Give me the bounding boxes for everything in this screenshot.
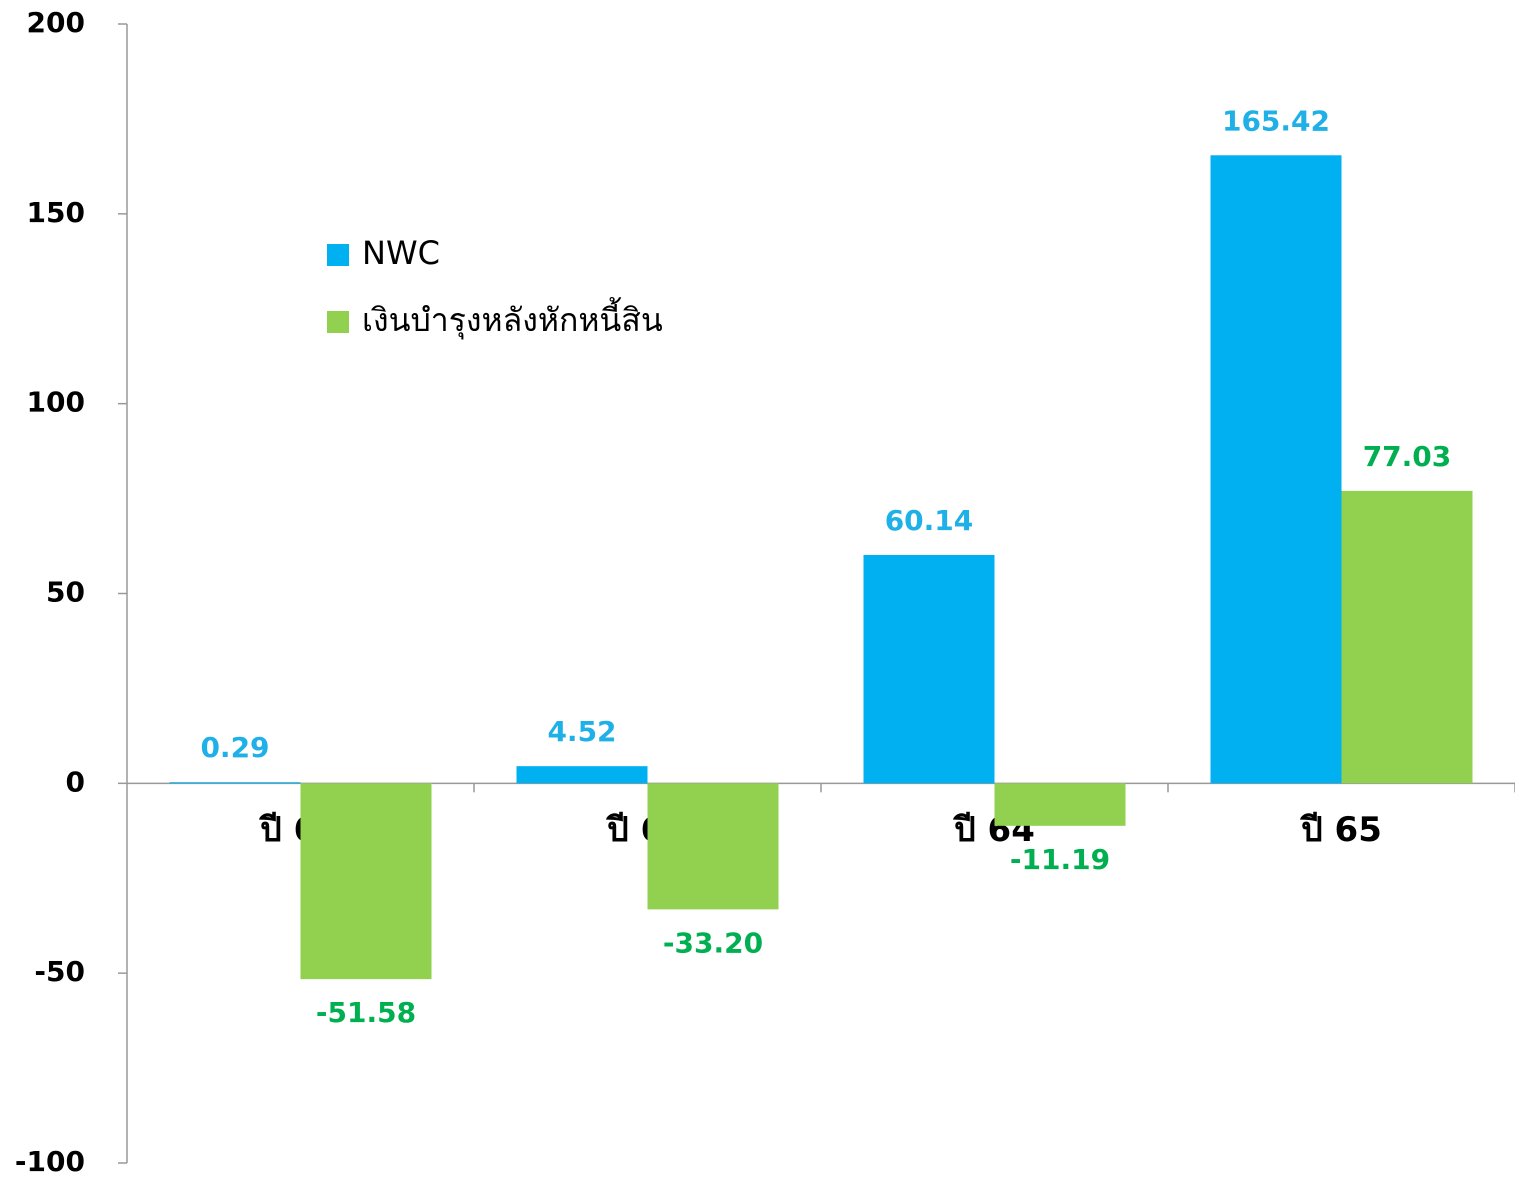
bar (994, 783, 1126, 826)
value-label: -33.20 (663, 926, 763, 959)
bar (169, 782, 301, 784)
legend-swatch (327, 244, 349, 266)
bar (300, 783, 432, 980)
y-tick-label: 50 (46, 576, 85, 609)
bar (1341, 490, 1473, 784)
bar (1210, 155, 1342, 784)
value-label: 60.14 (885, 504, 974, 537)
y-tick-label: 0 (66, 765, 85, 798)
value-label: -11.19 (1010, 843, 1110, 876)
value-label: 4.52 (547, 715, 616, 748)
bar (516, 766, 648, 784)
y-tick-label: -50 (34, 955, 85, 988)
y-tick-label: 200 (27, 6, 85, 39)
x-tick-label: ปี 65 (1299, 810, 1381, 850)
value-label: 165.42 (1222, 104, 1330, 137)
value-label: 0.29 (200, 731, 269, 764)
bar (863, 555, 995, 784)
legend-swatch (327, 311, 349, 333)
value-label: -51.58 (316, 996, 416, 1029)
legend-label: เงินบำรุงหลังหักหนี้สิน (362, 297, 663, 340)
y-tick-label: -100 (15, 1145, 85, 1178)
y-tick-label: 150 (27, 196, 85, 229)
y-tick-label: 100 (27, 386, 85, 419)
bar (647, 783, 779, 910)
legend-label: NWC (362, 234, 440, 272)
value-label: 77.03 (1363, 440, 1452, 473)
